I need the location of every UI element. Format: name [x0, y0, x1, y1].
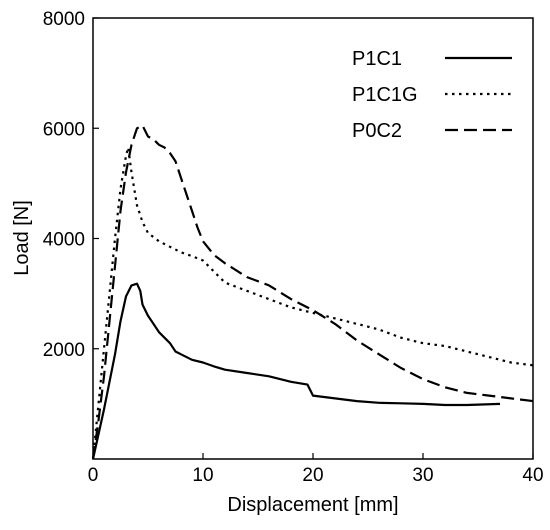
- y-axis-label: Load [N]: [11, 200, 33, 276]
- y-tick-label: 8000: [43, 9, 85, 30]
- x-tick-label: 0: [88, 465, 99, 486]
- y-tick-label: 4000: [43, 230, 85, 251]
- y-tick-label: 2000: [43, 340, 85, 361]
- x-tick-label: 40: [522, 465, 543, 486]
- legend: P1C1 P1C1G P0C2: [352, 48, 512, 142]
- legend-label: P1C1G: [352, 84, 418, 106]
- x-tick-label: 10: [192, 465, 213, 486]
- x-axis-ticks: 0 10 20 30 40: [88, 453, 544, 486]
- y-tick-label: 6000: [43, 119, 85, 140]
- series-line-p1c1: [91, 282, 501, 460]
- series-line-p0c2: [91, 124, 534, 460]
- series-lines: [91, 124, 534, 460]
- y-axis-ticks: 2000 4000 6000 8000: [43, 9, 99, 361]
- series-line-p1c1g: [91, 146, 534, 460]
- legend-label: P1C1: [352, 48, 402, 70]
- x-tick-label: 20: [302, 465, 323, 486]
- x-axis-label: Displacement [mm]: [227, 494, 398, 516]
- x-tick-label: 30: [412, 465, 433, 486]
- legend-label: P0C2: [352, 120, 402, 142]
